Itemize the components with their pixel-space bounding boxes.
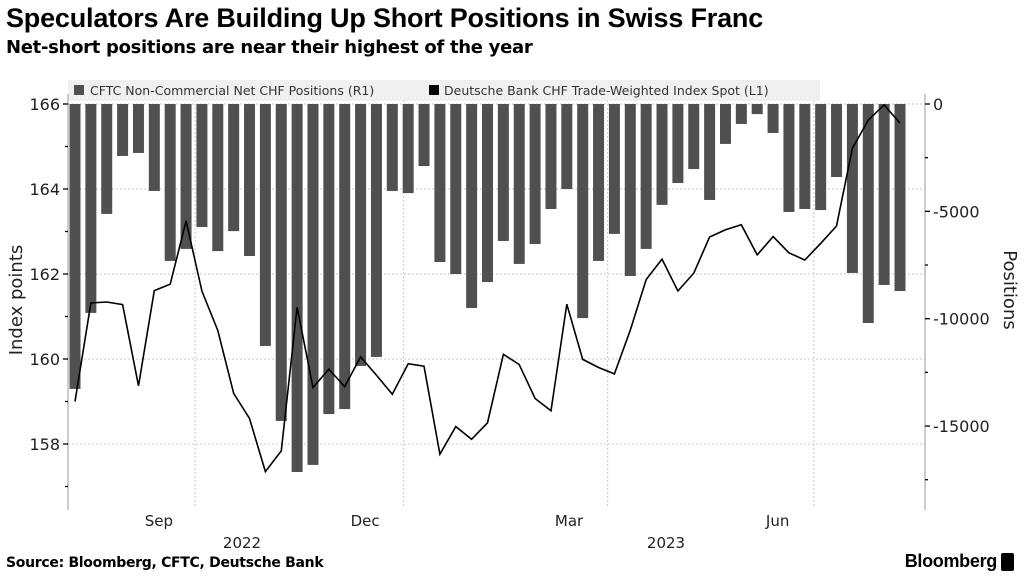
bar [132,104,144,153]
bar [704,104,716,200]
bar [101,104,113,214]
bar [688,104,700,170]
bar [212,104,224,252]
bar [561,104,573,190]
bar [783,104,795,212]
x-month-label: Sep [145,512,173,530]
bar [640,104,652,249]
left-tick-label: 160 [29,350,60,369]
left-axis-title: Index points [6,245,27,356]
bar [307,104,319,465]
x-year-label: 2023 [647,534,685,552]
bar [244,104,256,257]
bar [878,104,890,285]
logo-text: Bloomberg [904,551,998,571]
left-tick-label: 158 [29,435,60,454]
bar [593,104,605,261]
axes: 166 164 162 160 158 0 -5000 -10000 -15000 Sep Dec M… [29,94,990,552]
bar [894,104,906,292]
right-tick-label: 0 [933,95,943,114]
right-tick-label: -15000 [933,417,990,436]
bloomberg-terminal-icon [1001,552,1014,571]
bar [497,104,509,241]
x-month-label: Mar [555,512,584,530]
bar [831,104,843,177]
x-month-label: Jun [765,512,789,530]
bar [370,104,382,357]
bar [608,104,620,234]
legend-swatch-bars [74,85,84,95]
bar [434,104,446,263]
bar [323,104,335,415]
bar [767,104,779,133]
bar [291,104,303,472]
bar [386,104,398,191]
bar [228,104,240,232]
bar [577,104,589,319]
bar [196,104,208,228]
bar [275,104,287,421]
bar [719,104,731,144]
bloomberg-logo: Bloomberg [905,551,1014,572]
bar [85,104,97,313]
legend-background [68,80,820,101]
bar [69,104,81,389]
bar [450,104,462,275]
bar [735,104,747,124]
legend-swatch-line [429,85,439,95]
bar [466,104,478,308]
source-note: Source: Bloomberg, CFTC, Deutsche Bank [6,555,324,571]
x-month-label: Dec [351,512,380,530]
x-year-label: 2022 [223,534,261,552]
bar [402,104,414,194]
right-tick-label: -5000 [933,202,980,221]
gridlines [68,96,925,508]
right-axis-title: Positions [999,250,1020,329]
bar [846,104,858,273]
bar [180,104,192,249]
bar [751,104,763,115]
bar [545,104,557,209]
legend: CFTC Non-Commercial Net CHF Positions (R… [68,80,820,101]
bar [815,104,827,211]
chart-title: Speculators Are Building Up Short Positi… [6,3,764,33]
bar [624,104,636,276]
bar-series [69,104,906,472]
index-line [74,103,901,474]
bar [672,104,684,184]
bar [164,104,176,261]
chart-subtitle: Net-short positions are near their highe… [6,37,533,58]
legend-label-line: Deutsche Bank CHF Trade-Weighted Index S… [444,83,769,98]
left-tick-label: 166 [29,95,60,114]
bar [259,104,271,346]
left-tick-label: 164 [29,180,60,199]
left-tick-label: 162 [29,265,60,284]
bar [355,104,367,366]
bar [339,104,351,410]
bar [799,104,811,209]
bar [513,104,525,264]
right-tick-label: -10000 [933,310,990,329]
bar [148,104,160,191]
bar [656,104,668,205]
bar [418,104,430,167]
legend-label-bars: CFTC Non-Commercial Net CHF Positions (R… [90,83,374,98]
bar [117,104,129,156]
bar [529,104,541,244]
bar [862,104,874,323]
bar [482,104,493,282]
line-series [74,103,901,474]
